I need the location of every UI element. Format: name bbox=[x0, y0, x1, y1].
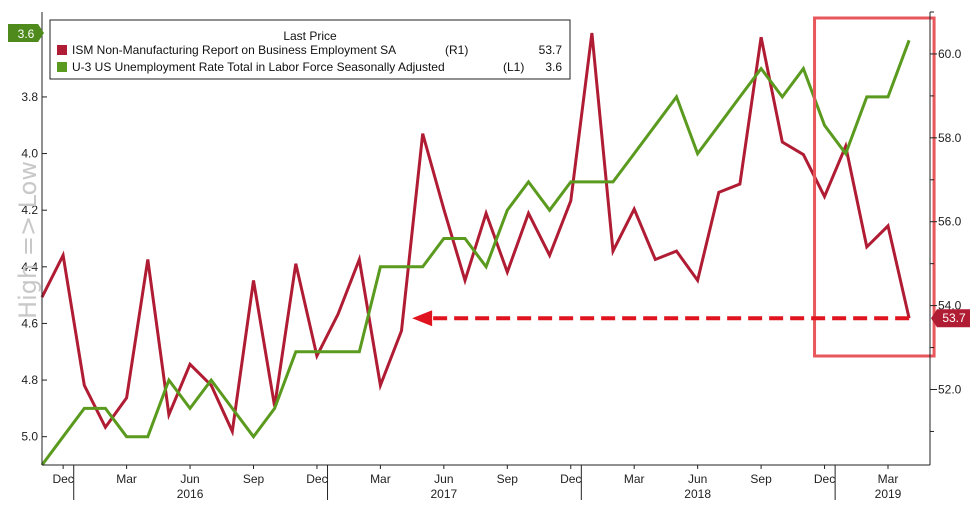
x-tick-label: Mar bbox=[370, 472, 391, 486]
x-tick-label: Sep bbox=[243, 472, 265, 486]
x-tick-label: Dec bbox=[560, 472, 581, 486]
axis-layer: 3.8 4.0 4.2 4.4 4.6 4.8 5.0 52.0 54.0 56.0 58.0 60.… bbox=[21, 11, 970, 501]
series-line-unemployment bbox=[40, 39, 911, 466]
left-badge-text: 3.6 bbox=[18, 27, 35, 41]
x-tick-label: Mar bbox=[878, 472, 899, 486]
x-tick-label: Sep bbox=[750, 472, 772, 486]
x-tick-label: Dec bbox=[306, 472, 327, 486]
right-tick-label: 58.0 bbox=[938, 131, 962, 145]
right-badge bbox=[931, 309, 970, 328]
legend-code-u3: (L1) bbox=[503, 60, 524, 74]
legend-label-u3: U-3 US Unemployment Rate Total in Labor … bbox=[72, 60, 445, 74]
x-tick-label: Jun bbox=[434, 472, 453, 486]
x-tick-label: Dec bbox=[814, 472, 835, 486]
legend-value-ism: 53.7 bbox=[539, 43, 563, 57]
right-tick-label: 56.0 bbox=[938, 215, 962, 229]
x-tick-label: Jun bbox=[688, 472, 707, 486]
annotation-layer bbox=[412, 16, 936, 358]
right-tick-label: 52.0 bbox=[938, 383, 962, 397]
right-badge-text: 53.7 bbox=[942, 311, 966, 325]
legend-swatch-u3 bbox=[57, 62, 67, 72]
left-tick-label: 4.8 bbox=[21, 373, 38, 387]
right-tick-label: 54.0 bbox=[938, 299, 962, 313]
legend: Last Price ISM Non-Manufacturing Report … bbox=[49, 19, 571, 80]
plot-lines bbox=[40, 32, 911, 466]
year-label: 2017 bbox=[430, 487, 457, 501]
series-line-ism bbox=[40, 32, 911, 437]
legend-swatch-ism bbox=[57, 45, 67, 55]
year-label: 2016 bbox=[177, 487, 204, 501]
x-tick-label: Sep bbox=[497, 472, 519, 486]
x-tick-label: Mar bbox=[624, 472, 645, 486]
legend-code-ism: (R1) bbox=[445, 43, 468, 57]
left-badge: 3.6 bbox=[8, 24, 44, 42]
x-tick-label: Dec bbox=[52, 472, 73, 486]
left-tick-label: 4.0 bbox=[21, 147, 38, 161]
legend-value-u3: 3.6 bbox=[545, 60, 562, 74]
left-tick-label: 3.8 bbox=[21, 90, 38, 104]
year-label: 2018 bbox=[684, 487, 711, 501]
left-tick-label: 4.4 bbox=[21, 260, 38, 274]
left-badge-shape bbox=[8, 24, 44, 42]
year-label: 2019 bbox=[875, 487, 902, 501]
legend-label-ism: ISM Non-Manufacturing Report on Business… bbox=[72, 43, 396, 57]
legend-header: Last Price bbox=[283, 29, 337, 43]
legend-box bbox=[49, 19, 571, 80]
side-axis-label: High => Low bbox=[14, 161, 42, 319]
left-tick-label: 5.0 bbox=[21, 430, 38, 444]
right-tick-label: 60.0 bbox=[938, 47, 962, 61]
left-tick-label: 4.2 bbox=[21, 203, 38, 217]
arrow-head bbox=[412, 310, 433, 327]
x-tick-label: Jun bbox=[180, 472, 199, 486]
highlight-box bbox=[813, 16, 936, 358]
x-tick-label: Mar bbox=[116, 472, 137, 486]
left-tick-label: 4.6 bbox=[21, 316, 38, 330]
